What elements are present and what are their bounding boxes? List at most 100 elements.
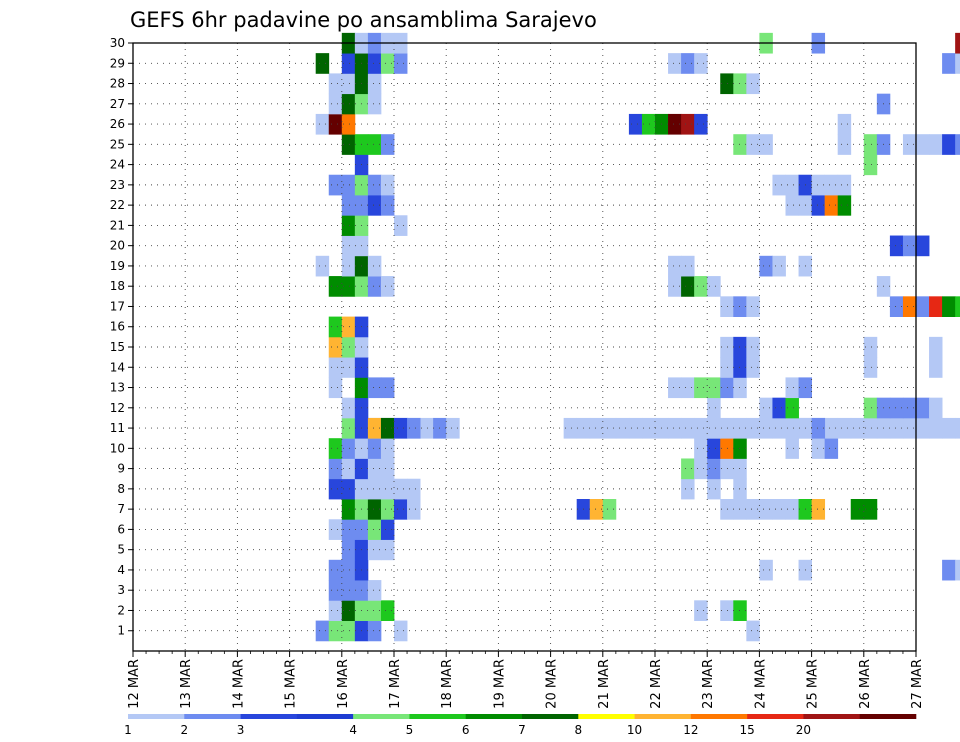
- colorbar-swatch: [184, 714, 241, 719]
- heatmap-cell: [746, 296, 760, 317]
- heatmap-cell: [720, 73, 734, 95]
- heatmap-cell: [341, 357, 356, 378]
- heatmap-cell: [889, 397, 904, 419]
- heatmap-cell: [341, 478, 356, 500]
- heatmap-cell: [380, 417, 395, 439]
- heatmap-cell: [328, 519, 343, 540]
- heatmap-cell: [955, 134, 960, 155]
- x-tick-label: 22 MAR: [649, 659, 664, 709]
- heatmap-cell: [929, 336, 943, 358]
- heatmap-cell: [328, 478, 343, 500]
- heatmap-cell: [916, 397, 930, 419]
- heatmap-cell: [681, 458, 695, 480]
- heatmap-cell: [367, 620, 382, 642]
- heatmap-cell: [328, 316, 343, 338]
- heatmap-cell: [824, 195, 839, 216]
- heatmap-cell: [367, 377, 382, 399]
- heatmap-cell: [694, 458, 708, 480]
- heatmap-cell: [850, 499, 865, 520]
- heatmap-cell: [759, 134, 773, 155]
- heatmap-cell: [407, 478, 421, 500]
- heatmap-cell: [394, 215, 408, 236]
- y-tick-label: 21: [110, 218, 125, 232]
- heatmap-cell: [380, 438, 395, 459]
- x-tick-label: 24 MAR: [753, 659, 768, 709]
- heatmap-cell: [681, 53, 695, 74]
- y-tick-label: 11: [110, 421, 125, 435]
- y-tick-label: 20: [110, 239, 125, 253]
- heatmap-cell: [367, 255, 382, 277]
- heatmap-cell: [328, 600, 343, 621]
- heatmap-cell: [628, 113, 643, 135]
- heatmap-cell: [942, 134, 956, 155]
- heatmap-cell: [315, 53, 330, 74]
- heatmap-cell: [720, 357, 734, 378]
- colorbar-tick-label: 12: [683, 723, 698, 737]
- heatmap-cell: [863, 154, 878, 176]
- x-tick-label: 15 MAR: [284, 659, 299, 709]
- colorbar-swatch: [465, 714, 523, 719]
- heatmap-cell: [367, 478, 382, 500]
- heatmap-cell: [772, 397, 786, 419]
- y-tick-label: 25: [110, 137, 125, 151]
- heatmap-cell: [315, 620, 330, 642]
- heatmap-cell: [681, 417, 695, 439]
- heatmap-cell: [811, 499, 826, 520]
- heatmap-cell: [824, 417, 839, 439]
- heatmap-cell: [720, 600, 734, 621]
- heatmap-cell: [341, 113, 356, 135]
- y-tick-label: 15: [110, 340, 125, 354]
- y-tick-label: 4: [117, 563, 125, 577]
- colorbar-tick-label: 20: [796, 723, 811, 737]
- x-tick-label: 12 MAR: [127, 659, 142, 709]
- heatmap-cell: [341, 620, 356, 642]
- heatmap-cell: [380, 134, 395, 155]
- heatmap-cell: [602, 417, 617, 439]
- heatmap-cell: [942, 53, 956, 74]
- x-tick-label: 16 MAR: [336, 659, 351, 709]
- heatmap-cell: [733, 296, 747, 317]
- heatmap-cell: [341, 458, 356, 480]
- chart-title: GEFS 6hr padavine po ansamblima Sarajevo: [130, 8, 597, 32]
- heatmap-cell: [733, 458, 747, 480]
- heatmap-cell: [694, 377, 708, 399]
- heatmap-cell: [315, 255, 330, 277]
- heatmap-cell: [929, 357, 943, 378]
- heatmap-cell: [811, 417, 826, 439]
- heatmap-cell: [420, 417, 434, 439]
- heatmap-cell: [824, 174, 839, 196]
- heatmap-cell: [837, 195, 852, 216]
- heatmap-cell: [955, 559, 960, 581]
- heatmap-cell: [733, 336, 747, 358]
- y-tick-label: 12: [110, 401, 125, 415]
- heatmap-cell: [720, 377, 734, 399]
- y-tick-label: 6: [117, 522, 125, 536]
- heatmap-cell: [733, 438, 747, 459]
- heatmap-cell: [707, 438, 721, 459]
- y-tick-label: 10: [110, 441, 125, 455]
- colorbar-swatch: [747, 714, 804, 719]
- colorbar-tick-label: 2: [180, 723, 188, 737]
- heatmap-cell: [733, 600, 747, 621]
- heatmap-cell: [380, 539, 395, 561]
- heatmap-cell: [380, 519, 395, 540]
- heatmap-cell: [563, 417, 578, 439]
- heatmap-cell: [367, 276, 382, 297]
- heatmap-cell: [380, 600, 395, 621]
- heatmap-cell: [341, 174, 356, 196]
- y-axis-ticks: 1234567891011121314151617181920212223242…: [110, 36, 133, 638]
- heatmap-cell: [955, 32, 960, 54]
- heatmap-cell: [863, 336, 878, 358]
- colorbar-swatch: [128, 714, 185, 719]
- x-tick-label: 23 MAR: [701, 659, 716, 709]
- heatmap-cell: [367, 174, 382, 196]
- heatmap-cell: [341, 255, 356, 277]
- y-tick-label: 17: [110, 299, 125, 313]
- heatmap-cell: [341, 134, 356, 155]
- heatmap-cell: [707, 377, 721, 399]
- heatmap-cell: [863, 417, 878, 439]
- heatmap-cell: [746, 336, 760, 358]
- y-tick-label: 7: [117, 502, 125, 516]
- heatmap-cell: [694, 53, 708, 74]
- heatmap-cell: [902, 397, 917, 419]
